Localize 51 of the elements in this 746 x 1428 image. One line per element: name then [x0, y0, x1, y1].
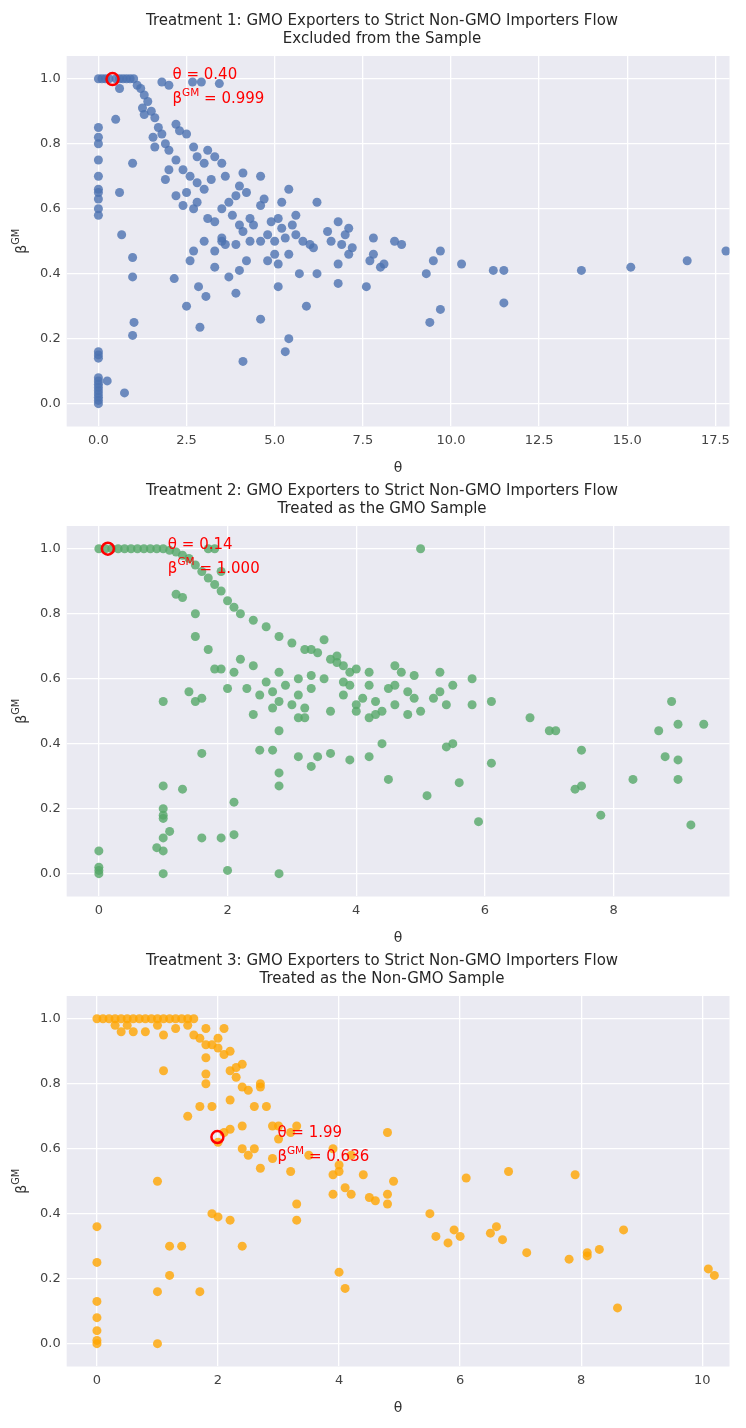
x-tick-label: 0	[94, 901, 103, 917]
x-tick-label: 0.0	[88, 431, 109, 447]
annotation: θ = 0.40	[172, 64, 238, 83]
x-tick-label: 12.5	[524, 431, 554, 447]
y-tick-label: 0.4	[39, 1205, 61, 1221]
chart-subtitle: Excluded from the Sample	[282, 28, 482, 47]
x-tick-label: 6	[455, 1371, 465, 1387]
x-axis-title: θ	[393, 458, 403, 475]
x-tick-label: 2	[223, 901, 232, 917]
chart-title: Treatment 1: GMO Exporters to Strict Non-GMO Importers Flow	[144, 10, 619, 29]
x-tick-label: 10.0	[436, 431, 466, 447]
y-tick-label: 0.8	[39, 605, 61, 621]
x-tick-label: 8	[609, 901, 618, 917]
y-axis-title: βGM	[9, 228, 29, 254]
y-tick-label: 1.0	[39, 1010, 61, 1026]
y-tick-label: 0.8	[39, 135, 61, 151]
chart-subtitle: Treated as the Non-GMO Sample	[258, 968, 505, 987]
chart-title: Treatment 3: GMO Exporters to Strict Non-GMO Importers Flow	[144, 950, 619, 969]
x-tick-label: 4	[352, 901, 361, 917]
y-tick-label: 0.6	[39, 200, 61, 216]
y-tick-label: 1.0	[39, 70, 61, 86]
y-axis-title: βGM	[9, 1168, 29, 1194]
chart-subtitle: Treated as the GMO Sample	[276, 498, 487, 517]
y-tick-label: 0.2	[39, 1270, 61, 1286]
x-axis-title: θ	[393, 1398, 403, 1415]
y-tick-label: 0.8	[39, 1075, 61, 1091]
x-tick-label: 7.5	[352, 431, 374, 447]
x-tick-label: 5.0	[264, 431, 286, 447]
x-tick-label: 0	[92, 1371, 102, 1387]
y-tick-label: 0.2	[39, 800, 61, 816]
y-tick-label: 0.0	[39, 1335, 61, 1351]
annotation: θ = 0.14	[167, 534, 233, 553]
y-tick-label: 0.4	[39, 735, 61, 751]
x-tick-label: 15.0	[612, 431, 642, 447]
y-axis-title: βGM	[9, 698, 29, 724]
y-tick-label: 0.2	[39, 330, 61, 346]
chart-title: Treatment 2: GMO Exporters to Strict Non-GMO Importers Flow	[144, 480, 619, 499]
y-tick-label: 0.6	[39, 1140, 61, 1156]
x-tick-label: 17.5	[700, 431, 730, 447]
x-axis-title: θ	[393, 928, 403, 945]
x-tick-label: 2.5	[176, 431, 197, 447]
y-tick-label: 0.4	[39, 265, 61, 281]
y-tick-label: 0.6	[39, 670, 61, 686]
x-tick-label: 8	[577, 1371, 586, 1387]
y-tick-label: 0.0	[39, 395, 61, 411]
x-tick-label: 4	[334, 1371, 344, 1387]
x-tick-label: 2	[213, 1371, 223, 1387]
y-tick-label: 0.0	[39, 865, 61, 881]
x-tick-label: 10	[693, 1371, 711, 1387]
x-tick-label: 6	[480, 901, 490, 917]
y-tick-label: 1.0	[39, 540, 61, 556]
